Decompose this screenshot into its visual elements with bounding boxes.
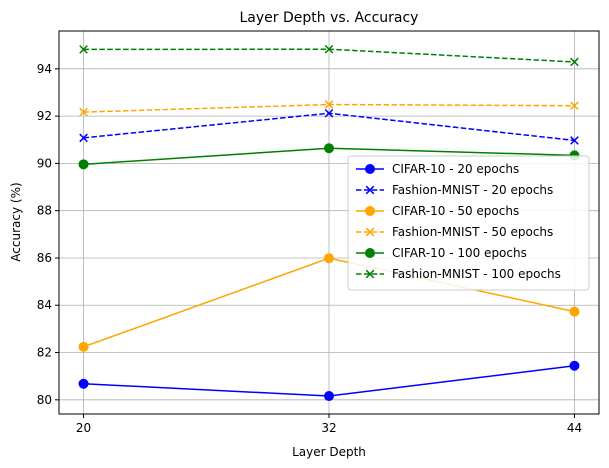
legend-label: Fashion-MNIST - 50 epochs <box>392 225 553 239</box>
legend-label: CIFAR-10 - 20 epochs <box>392 162 519 176</box>
data-point <box>365 227 375 237</box>
data-point <box>79 133 88 143</box>
y-axis-label: Accuracy (%) <box>9 182 23 261</box>
data-point <box>78 159 89 170</box>
grid <box>59 31 599 414</box>
data-point <box>79 107 88 117</box>
data-point <box>570 57 579 67</box>
data-point <box>570 136 579 145</box>
data-point <box>79 45 88 54</box>
data-point <box>78 378 89 389</box>
data-point <box>569 306 580 317</box>
data-point <box>78 341 89 352</box>
series-layer <box>78 44 580 402</box>
legend-entry: Fashion-MNIST - 20 epochs <box>356 183 553 197</box>
y-axis: 80 82 84 86 88 90 92 94 <box>37 62 59 407</box>
x-tick-label: 44 <box>567 421 582 435</box>
data-point <box>324 44 334 54</box>
legend-entry: Fashion-MNIST - 100 epochs <box>356 267 561 281</box>
legend-entry: CIFAR-10 - 100 epochs <box>356 246 527 260</box>
data-point <box>365 269 375 279</box>
legend-box <box>347 155 590 291</box>
x-axis: 20 32 44 <box>76 414 582 435</box>
y-tick-label: 90 <box>37 156 52 170</box>
y-tick-label: 92 <box>37 109 52 123</box>
data-point <box>324 108 334 118</box>
series-5 <box>78 143 580 170</box>
data-point <box>365 206 375 216</box>
legend-entry: CIFAR-10 - 20 epochs <box>356 162 519 176</box>
legend-label: CIFAR-10 - 100 epochs <box>392 246 527 260</box>
y-tick-label: 82 <box>37 346 52 360</box>
legend-label: CIFAR-10 - 50 epochs <box>392 204 519 218</box>
data-point <box>365 185 375 195</box>
x-tick-label: 20 <box>76 421 91 435</box>
y-tick-label: 88 <box>37 204 52 218</box>
data-point <box>324 143 334 154</box>
legend-entry: CIFAR-10 - 50 epochs <box>356 204 519 218</box>
chart-title: Layer Depth vs. Accuracy <box>240 10 419 26</box>
legend-entry: Fashion-MNIST - 50 epochs <box>356 225 553 239</box>
series-2 <box>79 108 579 145</box>
legend: CIFAR-10 - 20 epochs Fashion-MNIST - 20 e… <box>347 155 590 291</box>
y-tick-label: 80 <box>37 393 52 407</box>
y-tick-label: 94 <box>37 62 52 76</box>
data-point <box>569 360 580 371</box>
series-4 <box>79 100 579 117</box>
data-point <box>324 100 334 109</box>
x-axis-label: Layer Depth <box>292 445 366 459</box>
y-tick-label: 84 <box>37 298 52 312</box>
data-point <box>324 391 334 402</box>
series-6 <box>79 44 579 67</box>
data-point <box>365 164 375 174</box>
legend-label: Fashion-MNIST - 100 epochs <box>392 267 561 281</box>
data-point <box>324 253 334 264</box>
legend-label: Fashion-MNIST - 20 epochs <box>392 183 553 197</box>
x-tick-label: 32 <box>321 421 336 435</box>
y-tick-label: 86 <box>37 251 52 265</box>
series-1 <box>78 360 580 402</box>
data-point <box>570 101 579 111</box>
series-3 <box>78 253 580 352</box>
data-point <box>365 248 375 258</box>
